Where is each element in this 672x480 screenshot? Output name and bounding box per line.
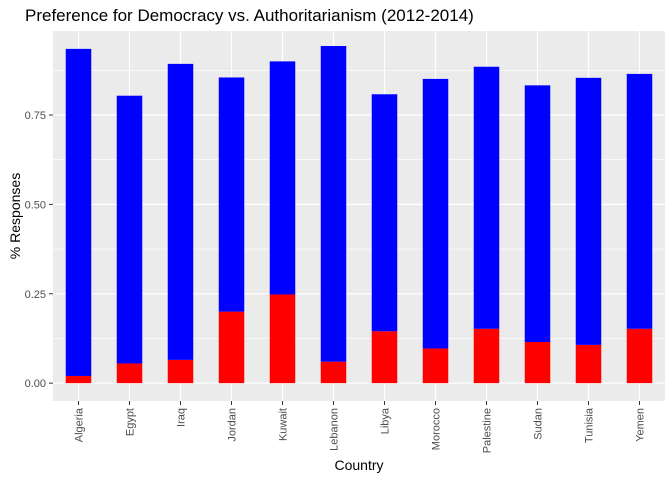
bar-iraq-series-1 xyxy=(167,359,194,384)
y-axis-title: % Responses xyxy=(7,173,23,259)
bars xyxy=(65,46,653,384)
bar-palestine-series-1 xyxy=(473,328,500,384)
bar-jordan-series-1 xyxy=(218,311,245,384)
y-tick-label: 0.00 xyxy=(25,378,46,390)
x-tick-label: Tunisia xyxy=(584,407,596,443)
y-tick-label: 0.75 xyxy=(25,110,46,122)
chart-title: Preference for Democracy vs. Authoritari… xyxy=(25,6,474,25)
bar-lebanon-series-2 xyxy=(320,46,347,362)
bar-sudan-series-1 xyxy=(524,342,551,384)
x-tick-label: Jordan xyxy=(227,408,239,442)
bar-morocco-series-2 xyxy=(422,78,449,349)
bar-algeria-series-1 xyxy=(65,375,92,384)
x-tick-label: Libya xyxy=(380,407,392,434)
x-tick-label: Kuwait xyxy=(278,408,290,441)
bar-egypt-series-2 xyxy=(116,95,143,364)
plot-panel xyxy=(53,31,665,401)
bar-morocco-series-1 xyxy=(422,348,449,384)
x-tick-label: Sudan xyxy=(533,408,545,440)
x-tick-label: Palestine xyxy=(482,408,494,453)
bar-yemen-series-1 xyxy=(626,328,653,384)
x-tick-label: Egypt xyxy=(125,408,137,436)
bar-tunisia-series-2 xyxy=(575,77,602,345)
bar-tunisia-series-1 xyxy=(575,344,602,384)
bar-libya-series-1 xyxy=(371,331,398,384)
x-tick-label: Algeria xyxy=(74,407,86,442)
bar-lebanon-series-1 xyxy=(320,361,347,384)
bar-kuwait-series-1 xyxy=(269,294,296,384)
y-tick-label: 0.50 xyxy=(25,199,46,211)
bar-algeria-series-2 xyxy=(65,48,92,376)
bar-yemen-series-2 xyxy=(626,73,653,329)
y-tick-label: 0.25 xyxy=(25,289,46,301)
x-tick-label: Morocco xyxy=(431,408,443,450)
bar-palestine-series-2 xyxy=(473,66,500,329)
bar-kuwait-series-2 xyxy=(269,61,296,295)
x-axis: Algeria Egypt Iraq Jordan Kuwait Lebanon Libya… xyxy=(74,401,647,453)
bar-jordan-series-2 xyxy=(218,77,245,312)
x-tick-label: Yemen xyxy=(635,408,647,442)
bar-sudan-series-2 xyxy=(524,85,551,343)
x-axis-title: Country xyxy=(334,457,383,473)
bar-libya-series-2 xyxy=(371,94,398,332)
x-tick-label: Iraq xyxy=(176,408,188,427)
x-tick-label: Lebanon xyxy=(329,408,341,451)
bar-iraq-series-2 xyxy=(167,63,194,360)
bar-egypt-series-1 xyxy=(116,363,143,384)
y-axis: 0.00 0.25 0.50 0.75 xyxy=(25,110,53,390)
